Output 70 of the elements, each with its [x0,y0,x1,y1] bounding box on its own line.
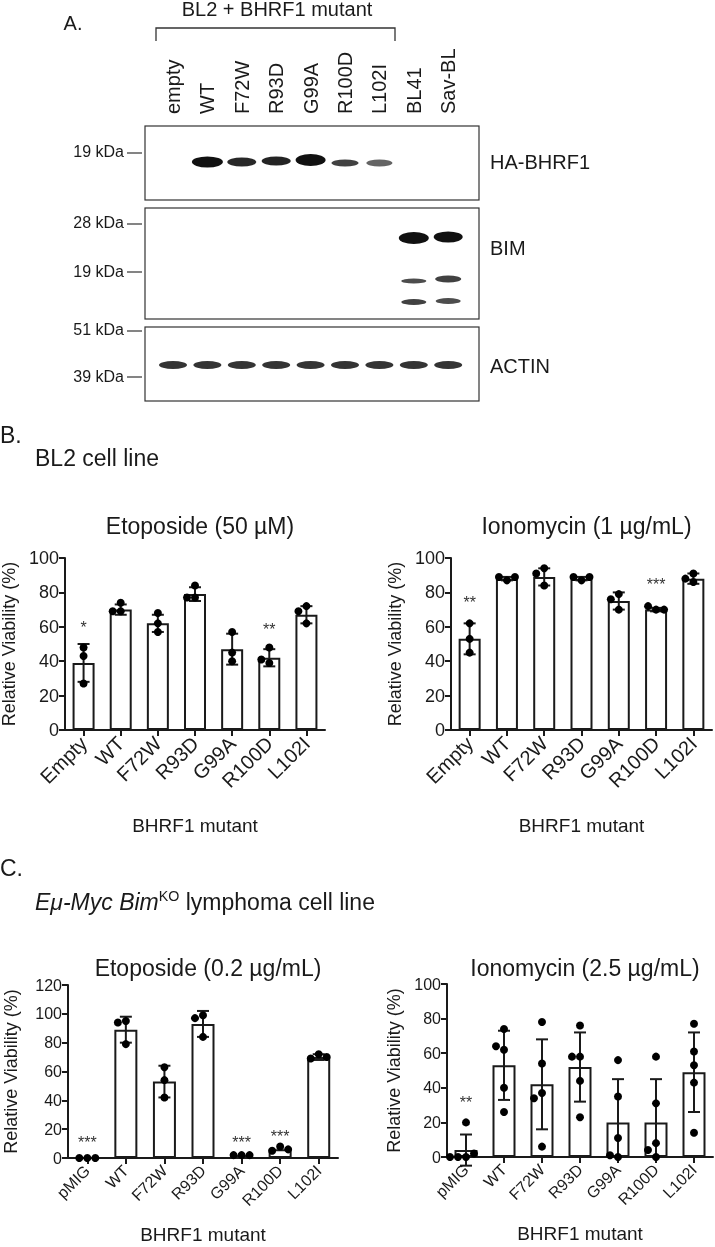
annotation: ** [463,593,476,611]
x-axis-title: BHRF1 mutant [517,1223,644,1244]
text: 28 kDa [73,214,125,231]
y-tick-label: 60 [423,1044,442,1062]
y-tick-label: 40 [424,651,445,672]
text: BL2 cell line [35,445,160,471]
y-tick-label: 40 [38,651,59,672]
text: HA-BHRF1 [490,151,591,173]
category-label: F72W [230,60,253,114]
category-label: WT [196,82,219,114]
x-axis-title: BHRF1 mutant [132,815,259,836]
chart-title: Ionomycin (2.5 µg/mL) [470,954,700,981]
text: 19 kDa [73,143,125,160]
text: Eμ-Myc Bim$^{KO}$ lymphoma cell line [35,888,375,915]
y-axis-title: Relative Viability (%) [0,561,20,727]
category-label: G99A [299,62,322,114]
y-axis-title: Relative Viability (%) [384,988,405,1153]
y-tick-label: 120 [35,976,63,994]
text: B. [0,422,22,448]
text: C. [0,855,23,881]
y-tick-label: 80 [424,582,445,603]
text: BL2 + BHRF1 mutant [181,0,373,20]
annotation: *** [232,1133,251,1151]
y-tick-label: 20 [38,685,59,706]
text: 39 kDa [73,368,125,385]
chart-title: Etoposide (0.2 µg/mL) [94,954,322,981]
annotation: *** [77,1133,97,1151]
y-tick-label: 20 [424,685,445,706]
annotation: *** [270,1127,290,1145]
y-tick-label: 20 [44,1120,63,1138]
y-tick-label: 100 [28,548,59,568]
y-axis-title: Relative Viability (%) [1,989,21,1154]
category-label: BL41 [402,67,425,114]
text: ACTIN [490,355,550,377]
text: BIM [490,237,526,259]
y-tick-label: 60 [424,616,445,637]
x-tick-label: WT [102,1161,133,1192]
text: A. [63,12,83,34]
y-tick-label: 60 [44,1063,63,1080]
chart-title: Ionomycin (1 µg/mL) [481,512,692,539]
y-tick-label: 100 [414,548,445,568]
y-tick-label: 0 [53,1149,63,1167]
category-label: R100D [334,51,356,114]
y-tick-label: 80 [44,1034,63,1052]
x-axis-title: BHRF1 mutant [518,815,646,836]
category-label: Sav-BL [437,48,460,114]
y-tick-label: 0 [48,720,59,740]
y-axis-title: Relative Viability (%) [385,561,405,727]
annotation: * [80,618,87,636]
annotation: ** [459,1093,473,1111]
y-tick-label: 60 [38,616,59,637]
x-tick-label: WT [480,1160,511,1191]
y-tick-label: 80 [423,1010,442,1028]
category-label: R93D [265,62,288,114]
y-tick-label: 40 [423,1079,442,1097]
y-tick-label: 0 [434,720,445,740]
x-axis-title: BHRF1 mutant [140,1224,267,1245]
category-label: L102I [368,63,391,114]
annotation: *** [646,575,666,593]
y-tick-label: 80 [38,582,59,603]
y-tick-label: 0 [432,1148,442,1166]
y-tick-label: 20 [423,1113,442,1131]
text: 19 kDa [73,263,125,280]
y-tick-label: 100 [35,1005,63,1023]
category-label: empty [162,59,184,114]
text: 51 kDa [73,321,125,338]
y-tick-label: 40 [44,1091,63,1109]
chart-title: Etoposide (50 µM) [105,512,295,539]
y-tick-label: 100 [414,975,442,993]
annotation: ** [263,620,276,638]
